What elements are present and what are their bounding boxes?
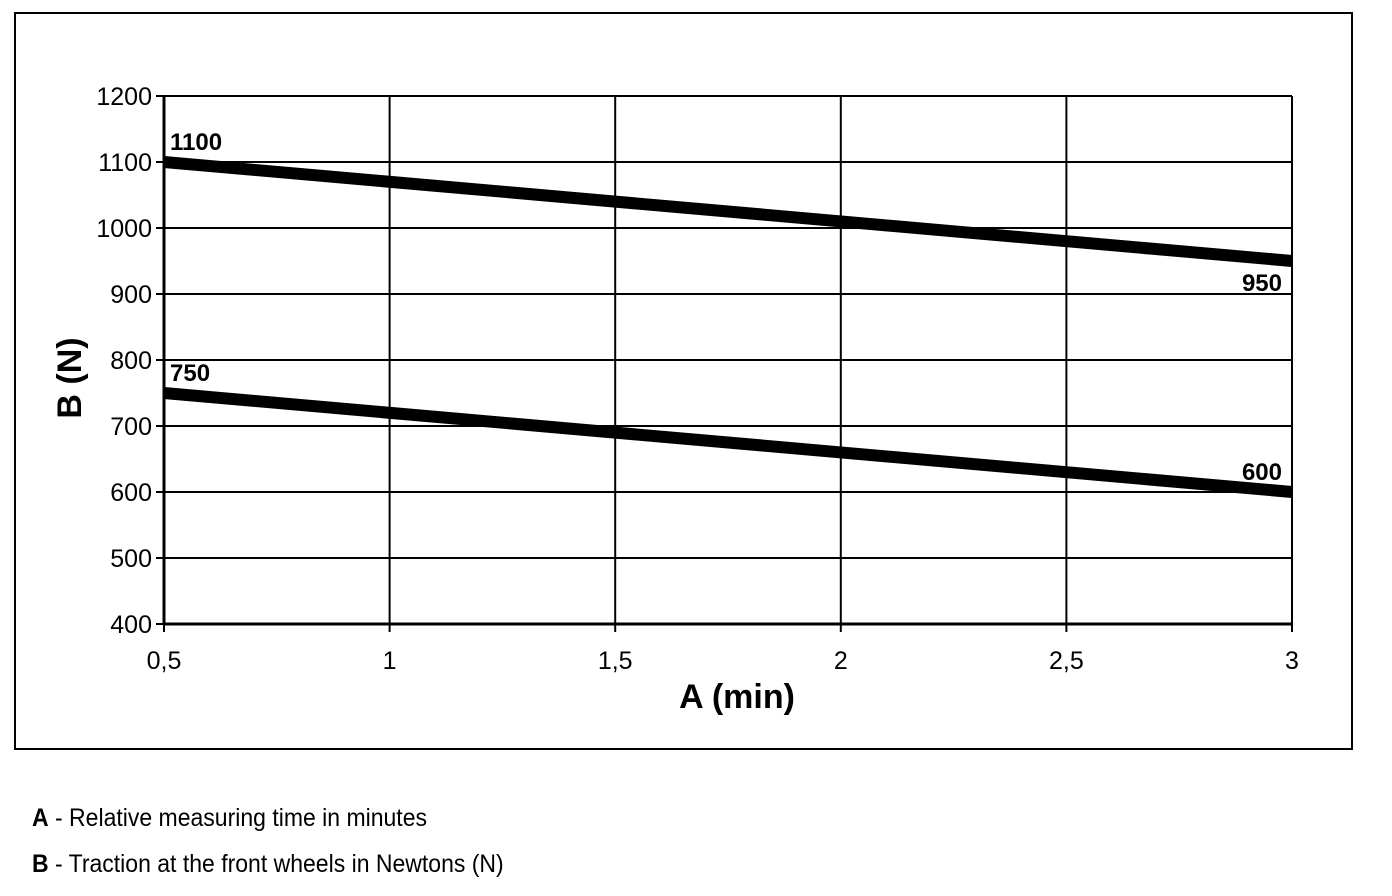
y-tick-label: 1100: [98, 149, 152, 177]
legend-key-b: B: [32, 850, 49, 878]
legend-text-a: Relative measuring time in minutes: [69, 804, 427, 832]
series-line: [163, 156, 1293, 267]
data-label-end: 600: [1242, 459, 1282, 486]
x-tick-label: 2: [834, 647, 848, 675]
data-label-start: 750: [170, 360, 210, 387]
y-tick-label: 1200: [96, 83, 152, 111]
data-label-start: 1100: [170, 129, 222, 156]
tick-labels: 400 500 600 700 800 900 1000 1100 1200 0,5 1 1,5 2 2,…: [96, 83, 1299, 675]
legend-separator-a: -: [48, 804, 70, 832]
x-axis-title: A (min): [679, 678, 795, 716]
line-chart: 400 500 600 700 800 900 1000 1100 1200 0,5 1 1,5 2 2,…: [51, 83, 1299, 716]
x-tick-label: 1: [383, 647, 397, 675]
legend-separator-b: -: [48, 850, 69, 878]
y-tick-label: 400: [110, 611, 152, 639]
y-tick-label: 500: [110, 545, 152, 573]
y-tick-label: 700: [110, 413, 152, 441]
y-axis-title: B (N): [51, 337, 89, 418]
y-tick-label: 800: [110, 347, 152, 375]
legend-item-a: A - Relative measuring time in minutes: [32, 804, 427, 833]
data-label-end: 950: [1242, 270, 1282, 297]
x-tick-label: 3: [1285, 647, 1299, 675]
x-tick-label: 0,5: [147, 647, 182, 675]
legend-item-b: B - Traction at the front wheels in Newt…: [32, 850, 504, 879]
y-tick-label: 1000: [96, 215, 152, 243]
series-line: [163, 387, 1293, 498]
chart-frame: [14, 12, 1353, 750]
x-tick-label: 2,5: [1049, 647, 1084, 675]
axes: [156, 95, 1293, 632]
x-tick-label: 1,5: [598, 647, 633, 675]
series-lines: [163, 156, 1293, 498]
y-tick-label: 600: [110, 479, 152, 507]
y-tick-label: 900: [110, 281, 152, 309]
data-labels: 1100 950 750 600: [170, 129, 1282, 486]
legend-text-b: Traction at the front wheels in Newtons …: [68, 850, 504, 878]
legend-key-a: A: [32, 804, 49, 832]
